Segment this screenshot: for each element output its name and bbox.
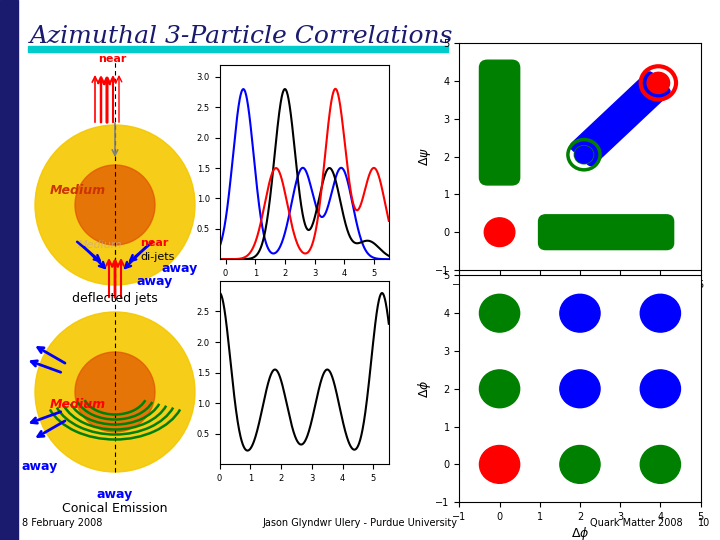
Circle shape — [640, 294, 680, 332]
FancyBboxPatch shape — [539, 215, 674, 249]
Circle shape — [35, 312, 195, 472]
Text: Azimuthal 3-Particle Correlations: Azimuthal 3-Particle Correlations — [30, 25, 454, 48]
Text: Medium: Medium — [78, 240, 122, 250]
Text: near: near — [140, 238, 168, 248]
Text: away: away — [162, 262, 198, 275]
FancyBboxPatch shape — [480, 60, 520, 185]
Circle shape — [575, 146, 593, 163]
Text: 8 February 2008: 8 February 2008 — [22, 518, 102, 528]
Text: Conical Emission: Conical Emission — [62, 502, 168, 515]
Circle shape — [75, 352, 155, 432]
FancyBboxPatch shape — [28, 46, 448, 52]
Text: away: away — [22, 460, 58, 473]
Circle shape — [560, 294, 600, 332]
FancyBboxPatch shape — [570, 72, 670, 166]
Circle shape — [35, 125, 195, 285]
Circle shape — [480, 294, 520, 332]
Text: di-jets: di-jets — [140, 252, 174, 262]
Y-axis label: $\Delta\phi$: $\Delta\phi$ — [415, 380, 433, 398]
Circle shape — [75, 165, 155, 245]
Text: 10: 10 — [698, 518, 710, 528]
Text: away: away — [137, 275, 173, 288]
Text: near: near — [98, 54, 126, 64]
Circle shape — [560, 446, 600, 483]
Text: deflected jets: deflected jets — [72, 292, 158, 305]
Circle shape — [485, 218, 515, 247]
Circle shape — [640, 446, 680, 483]
Circle shape — [480, 370, 520, 408]
FancyBboxPatch shape — [0, 0, 18, 540]
Text: Medium: Medium — [50, 399, 106, 411]
Circle shape — [640, 370, 680, 408]
Circle shape — [575, 146, 593, 164]
Circle shape — [560, 370, 600, 408]
Text: Medium: Medium — [50, 184, 106, 197]
Text: away: away — [97, 488, 133, 501]
Text: Quark Matter 2008: Quark Matter 2008 — [590, 518, 683, 528]
Text: Jason Glyndwr Ulery - Purdue University: Jason Glyndwr Ulery - Purdue University — [263, 518, 457, 528]
Y-axis label: $\Delta\psi$: $\Delta\psi$ — [417, 147, 433, 166]
Circle shape — [647, 72, 670, 93]
Circle shape — [480, 446, 520, 483]
X-axis label: $\Delta\phi$: $\Delta\phi$ — [571, 525, 589, 540]
